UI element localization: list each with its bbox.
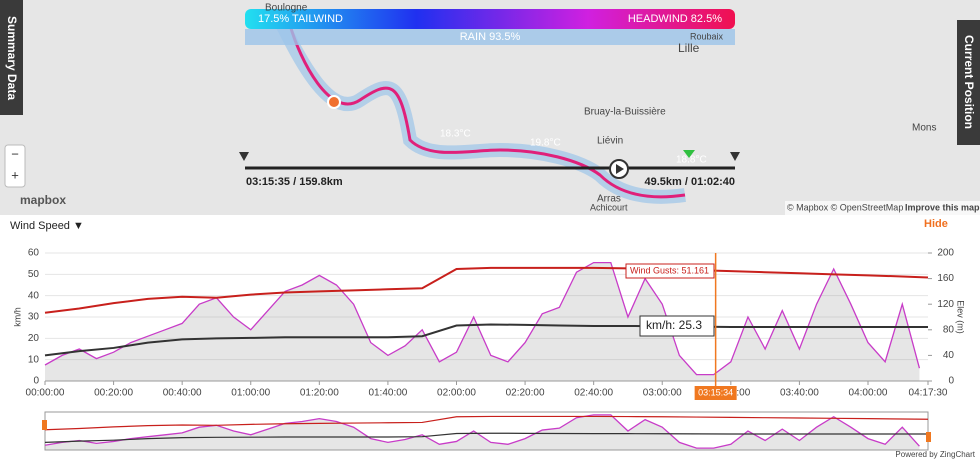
y-tick-label: 10 xyxy=(28,354,40,365)
y-tick-label: 60 xyxy=(28,248,40,259)
tooltip-bg xyxy=(625,263,715,279)
place: Roubaix xyxy=(690,31,724,41)
y-tick-label: 20 xyxy=(28,333,40,344)
x-tick-label: 02:00:00 xyxy=(437,388,476,399)
attribution: © Mapbox © OpenStreetMap xyxy=(787,202,903,212)
x-tick-label: 02:20:00 xyxy=(506,388,545,399)
position-tab-label: Current Position xyxy=(962,35,976,129)
wind-bar xyxy=(245,9,735,29)
y2-tick-label: 120 xyxy=(937,299,954,310)
rain-bar xyxy=(245,29,735,45)
x-tick-label: 02:40:00 xyxy=(574,388,613,399)
series xyxy=(44,323,928,357)
position-marker xyxy=(683,150,695,158)
start-marker xyxy=(327,95,341,109)
cursor-label: 03:15:34 xyxy=(698,387,733,397)
x-tick-label: 01:00:00 xyxy=(231,388,270,399)
y-tick-label: 30 xyxy=(28,312,40,323)
x-tick-label: 04:00:00 xyxy=(849,388,888,399)
x-tick-label: 00:20:00 xyxy=(94,388,133,399)
summary-tab-label: Summary Data xyxy=(5,16,19,100)
zoom-in[interactable]: + xyxy=(11,167,19,182)
y-tick-label: 40 xyxy=(28,290,40,301)
x-tick-label: 01:40:00 xyxy=(368,388,407,399)
y-tick-label: 0 xyxy=(33,376,39,387)
temperature: 18.3°C xyxy=(440,129,471,140)
timeline-right: 49.5km / 01:02:40 xyxy=(644,176,735,188)
mapbox-logo: mapbox xyxy=(20,193,66,207)
y2-tick-label: 200 xyxy=(937,248,954,259)
cursor-label-bg xyxy=(694,386,737,400)
overview-handle xyxy=(926,432,931,442)
headwind: HEADWIND 82.5% xyxy=(628,13,722,25)
place: Arras xyxy=(597,194,621,205)
y2-tick-label: 160 xyxy=(937,273,954,284)
place: Lille xyxy=(678,41,700,55)
tooltip: km/h: 25.3 xyxy=(646,318,702,332)
zoom-control xyxy=(4,144,26,188)
summary-tab[interactable] xyxy=(0,0,23,115)
play-icon xyxy=(616,164,624,174)
temperature: 18.8°C xyxy=(676,155,707,166)
series xyxy=(44,266,929,314)
overview-line xyxy=(44,414,920,449)
x-tick-label: 03:40:00 xyxy=(780,388,819,399)
x-tick-label: 03:00:00 xyxy=(643,388,682,399)
y2-tick-label: 40 xyxy=(943,350,955,361)
place: Liévin xyxy=(597,136,623,147)
attribution-bg xyxy=(785,201,980,215)
tailwind: 17.5% TAILWIND xyxy=(258,13,343,25)
y2-tick-label: 80 xyxy=(943,324,955,335)
y-axis-label: km/h xyxy=(12,307,22,327)
place: Achicourt xyxy=(590,202,628,212)
rain: RAIN 93.5% xyxy=(460,31,521,43)
footer: Powered by ZingChart xyxy=(895,450,975,459)
overview xyxy=(44,432,928,443)
timeline-left: 03:15:35 / 159.8km xyxy=(246,176,343,188)
x-tick-label: 00:00:00 xyxy=(26,388,65,399)
x-tick-label: 04:17:30 xyxy=(909,388,948,399)
y-tick-label: 50 xyxy=(28,269,40,280)
y2-axis-label: Elev (m) xyxy=(956,300,966,334)
overview-area xyxy=(45,414,920,450)
zoom-out[interactable]: − xyxy=(11,146,19,161)
improve-map[interactable]: Improve this map xyxy=(905,202,980,212)
x-tick-label: 01:20:00 xyxy=(300,388,339,399)
series-area xyxy=(45,262,920,381)
series-line xyxy=(44,261,921,376)
overview-handle xyxy=(42,420,47,430)
tooltip-bg xyxy=(639,315,715,337)
position-tab[interactable] xyxy=(957,20,980,145)
route xyxy=(288,24,686,199)
temperature: 19.8°C xyxy=(530,138,561,149)
place: Mons xyxy=(912,123,936,134)
metric-select[interactable]: Wind Speed ▼ xyxy=(10,220,84,232)
tooltip: Wind Gusts: 51.161 xyxy=(630,265,709,275)
place: Boulogne xyxy=(265,3,308,14)
y2-tick-label: 0 xyxy=(948,376,954,387)
x-tick-label: 00:40:00 xyxy=(163,388,202,399)
hide-button[interactable]: Hide xyxy=(924,218,948,230)
place: Bruay-la-Buissière xyxy=(584,107,666,118)
overview xyxy=(44,415,929,431)
